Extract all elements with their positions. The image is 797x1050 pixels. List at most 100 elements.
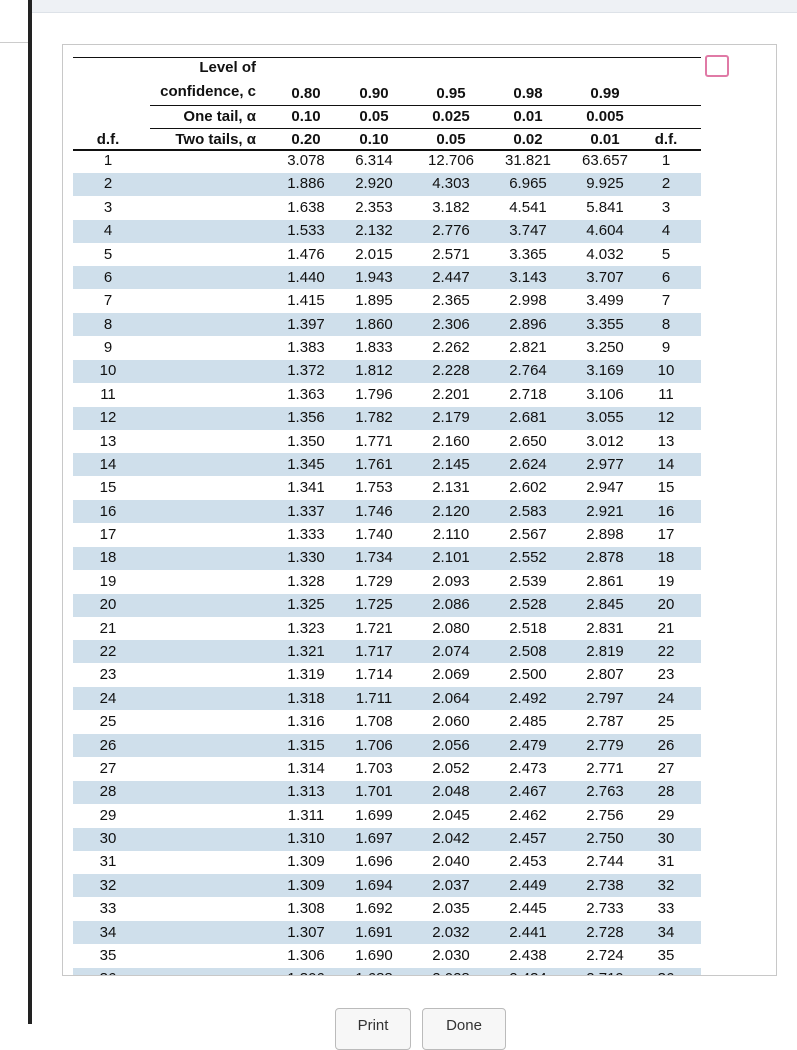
df-cell: 22 bbox=[99, 642, 117, 660]
value-cell: 2.583 bbox=[509, 502, 547, 520]
df-cell: 27 bbox=[657, 759, 675, 777]
df-cell: 11 bbox=[100, 385, 116, 403]
value-cell: 2.467 bbox=[509, 783, 547, 801]
value-cell: 2.819 bbox=[586, 642, 624, 660]
header-label: Two tails, α bbox=[175, 131, 256, 148]
row-band bbox=[73, 780, 701, 804]
value-cell: 2.028 bbox=[416, 969, 486, 975]
value-cell: 2.738 bbox=[586, 876, 624, 894]
value-cell: 2.131 bbox=[432, 479, 470, 497]
value-cell: 31.821 bbox=[505, 152, 551, 169]
row-band bbox=[73, 546, 701, 570]
df-cell: 21 bbox=[99, 619, 117, 637]
value-cell: 1.753 bbox=[355, 479, 393, 497]
value-cell: 1.476 bbox=[287, 245, 325, 263]
value-cell: 2.719 bbox=[570, 969, 640, 975]
df-cell: 20 bbox=[99, 596, 117, 614]
value-cell: 2.567 bbox=[509, 526, 547, 544]
value-cell: 1.533 bbox=[287, 222, 325, 240]
value-cell: 1.740 bbox=[355, 526, 393, 544]
df-cell: 24 bbox=[99, 689, 117, 707]
value-cell: 2.056 bbox=[432, 736, 470, 754]
value-cell: 1.314 bbox=[287, 759, 325, 777]
value-cell: 1.638 bbox=[287, 198, 325, 216]
row-band bbox=[73, 827, 701, 851]
header-cell: 0.95 bbox=[436, 85, 466, 102]
value-cell: 3.707 bbox=[586, 268, 624, 286]
df-cell: 14 bbox=[99, 455, 117, 473]
value-cell: 2.779 bbox=[586, 736, 624, 754]
value-cell: 2.030 bbox=[432, 946, 470, 964]
df-cell: 9 bbox=[103, 339, 113, 357]
df-cell: 7 bbox=[103, 292, 113, 310]
row-band bbox=[73, 359, 701, 383]
header-cell: 0.20 bbox=[291, 131, 321, 148]
value-cell: 2.831 bbox=[586, 619, 624, 637]
value-cell: 12.706 bbox=[428, 152, 474, 169]
row-band bbox=[73, 219, 701, 243]
value-cell: 2.771 bbox=[586, 759, 624, 777]
value-cell: 2.479 bbox=[509, 736, 547, 754]
value-cell: 2.032 bbox=[432, 923, 470, 941]
df-cell: 32 bbox=[657, 876, 675, 894]
value-cell: 2.624 bbox=[509, 455, 547, 473]
df-cell: 8 bbox=[661, 315, 671, 333]
df-cell: 24 bbox=[657, 689, 675, 707]
df-cell: 22 bbox=[657, 642, 675, 660]
df-cell: 30 bbox=[99, 830, 117, 848]
divider bbox=[0, 42, 28, 43]
value-cell: 2.060 bbox=[432, 713, 470, 731]
value-cell: 2.145 bbox=[432, 455, 470, 473]
value-cell: 2.724 bbox=[586, 946, 624, 964]
rule bbox=[73, 149, 701, 151]
header-cell: 0.02 bbox=[513, 131, 543, 148]
value-cell: 1.895 bbox=[355, 292, 393, 310]
value-cell: 1.699 bbox=[355, 806, 393, 824]
value-cell: 4.303 bbox=[432, 175, 470, 193]
value-cell: 2.733 bbox=[586, 900, 624, 918]
df-cell: 1 bbox=[103, 152, 113, 169]
value-cell: 2.492 bbox=[509, 689, 547, 707]
value-cell: 1.796 bbox=[355, 385, 393, 403]
value-cell: 1.328 bbox=[287, 572, 325, 590]
print-button[interactable]: Print bbox=[335, 1008, 411, 1050]
value-cell: 2.120 bbox=[432, 502, 470, 520]
df-cell: 17 bbox=[99, 526, 117, 544]
value-cell: 1.746 bbox=[355, 502, 393, 520]
row-band bbox=[73, 874, 701, 898]
df-cell: 31 bbox=[99, 853, 117, 871]
value-cell: 1.692 bbox=[355, 900, 393, 918]
value-cell: 2.438 bbox=[509, 946, 547, 964]
row-band bbox=[73, 453, 701, 477]
popout-icon[interactable] bbox=[705, 55, 729, 77]
value-cell: 1.309 bbox=[287, 876, 325, 894]
df-cell: 23 bbox=[99, 666, 117, 684]
value-cell: 2.093 bbox=[432, 572, 470, 590]
sidebar-edge bbox=[28, 0, 32, 1024]
value-cell: 1.311 bbox=[287, 806, 325, 824]
value-cell: 1.356 bbox=[287, 409, 325, 427]
value-cell: 1.341 bbox=[287, 479, 325, 497]
value-cell: 1.694 bbox=[355, 876, 393, 894]
value-cell: 2.898 bbox=[586, 526, 624, 544]
value-cell: 1.697 bbox=[355, 830, 393, 848]
df-cell: 15 bbox=[99, 479, 117, 497]
value-cell: 1.306 bbox=[271, 969, 341, 975]
value-cell: 3.747 bbox=[509, 222, 547, 240]
df-cell: 3 bbox=[661, 198, 671, 216]
done-button[interactable]: Done bbox=[422, 1008, 506, 1050]
df-cell: 12 bbox=[99, 409, 117, 427]
df-cell: 34 bbox=[99, 923, 117, 941]
value-cell: 1.315 bbox=[287, 736, 325, 754]
value-cell: 1.318 bbox=[287, 689, 325, 707]
df-cell: 9 bbox=[661, 339, 671, 357]
value-cell: 2.920 bbox=[355, 175, 393, 193]
value-cell: 1.886 bbox=[287, 175, 325, 193]
df-cell: 26 bbox=[657, 736, 675, 754]
value-cell: 3.106 bbox=[586, 385, 624, 403]
df-cell: 25 bbox=[99, 713, 117, 731]
value-cell: 2.449 bbox=[509, 876, 547, 894]
row-band bbox=[73, 172, 701, 196]
df-cell: 4 bbox=[103, 222, 113, 240]
